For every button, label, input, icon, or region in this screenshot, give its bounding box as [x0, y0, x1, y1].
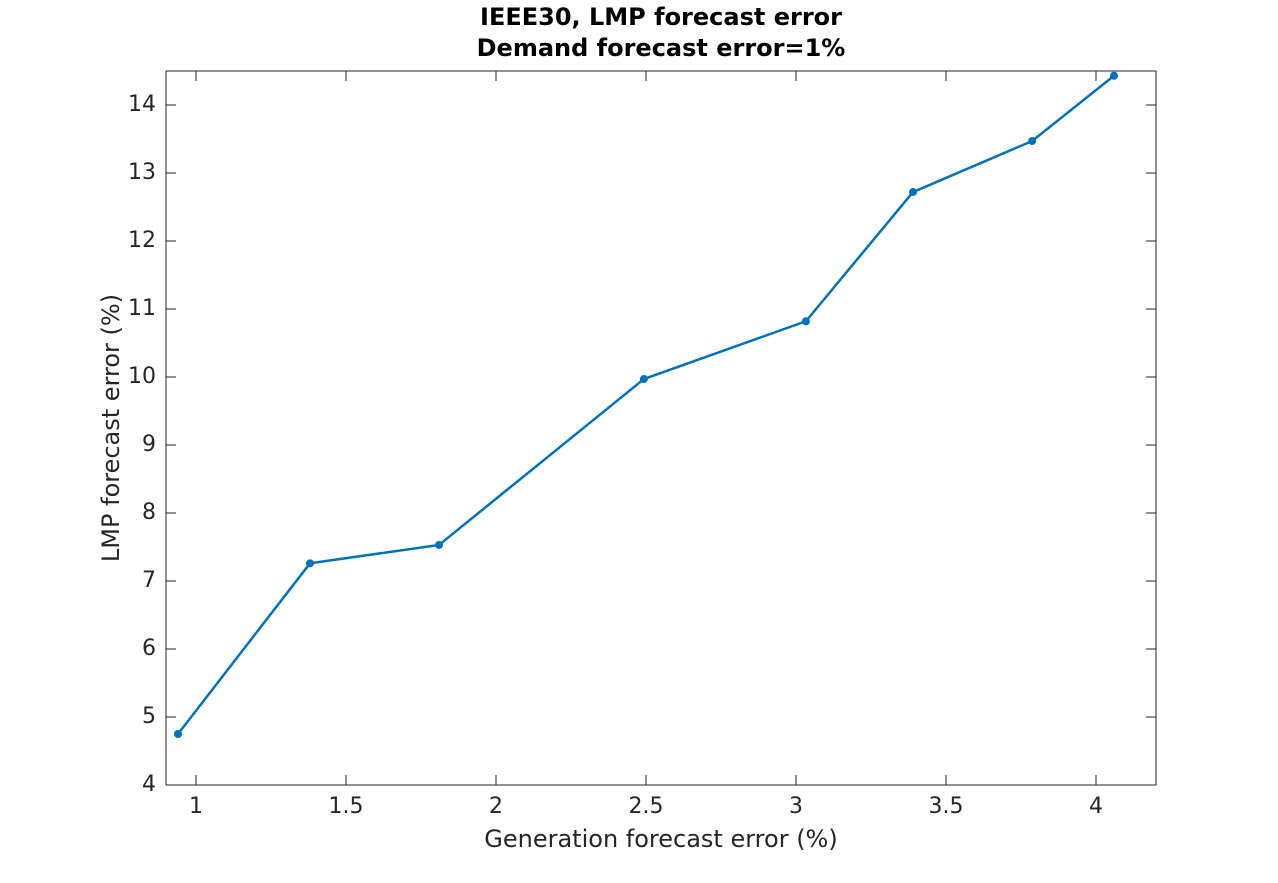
data-point [435, 540, 443, 549]
y-tick-label: 9 [142, 432, 156, 457]
x-tick-label: 4 [1089, 794, 1103, 819]
data-point [174, 730, 182, 738]
y-tick-label: 10 [128, 364, 156, 389]
data-line [177, 74, 1115, 735]
y-tick-label: 6 [142, 636, 156, 661]
data-point [639, 375, 648, 384]
chart-title: IEEE30, LMP forecast error [480, 3, 842, 31]
data-point [909, 188, 917, 197]
x-tick-label: 1.5 [329, 794, 364, 819]
x-tick-label: 2 [489, 794, 503, 819]
y-tick-label: 5 [142, 704, 156, 729]
data-point [1110, 71, 1118, 80]
x-tick-label: 3.5 [929, 794, 964, 819]
y-tick-label: 14 [128, 92, 156, 117]
y-tick-label: 12 [128, 228, 156, 253]
data-point [306, 559, 314, 568]
x-tick-label: 1 [189, 794, 203, 819]
x-axis-label: Generation forecast error (%) [484, 825, 837, 853]
y-axis-label: LMP forecast error (%) [97, 294, 125, 562]
x-tick-label: 2.5 [629, 794, 664, 819]
data-point [1028, 137, 1037, 146]
data-point [801, 317, 810, 326]
y-tick-label: 13 [128, 160, 156, 185]
y-tick-label: 8 [142, 500, 156, 525]
chart-subtitle: Demand forecast error=1% [477, 34, 846, 62]
y-tick-label: 7 [142, 568, 156, 593]
plot-area [165, 70, 1157, 786]
y-tick-label: 11 [128, 296, 156, 321]
y-tick-label: 4 [142, 772, 156, 797]
x-tick-label: 3 [789, 794, 803, 819]
